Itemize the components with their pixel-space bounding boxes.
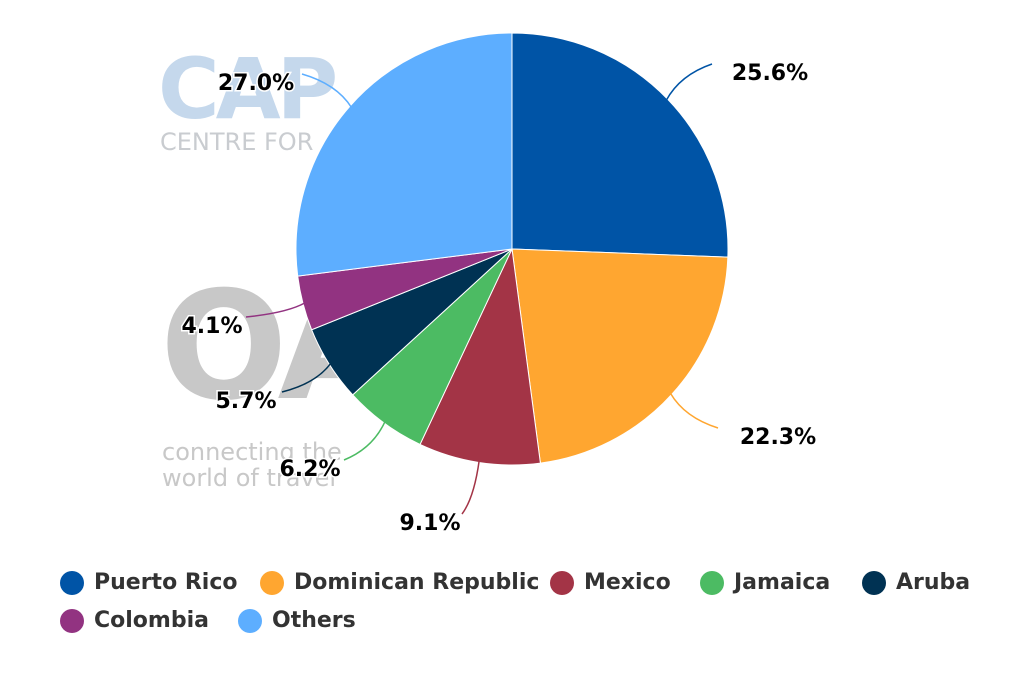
legend-label: Colombia [94, 608, 209, 633]
legend-label: Mexico [584, 570, 671, 595]
data-label-puerto-rico: 25.6% [732, 61, 808, 86]
legend-item-jamaica[interactable]: Jamaica [700, 570, 830, 595]
connector-line-colombia [245, 302, 306, 318]
legend-swatch [862, 570, 886, 595]
legend-item-colombia[interactable]: Colombia [60, 608, 209, 633]
legend-label: Aruba [896, 570, 971, 595]
capa-watermark-subtitle: CENTRE FOR [160, 128, 314, 156]
legend-item-puerto-rico[interactable]: Puerto Rico [60, 570, 237, 595]
oag-watermark-tagline-1: connecting the [162, 438, 342, 466]
pie-slice-puerto-rico[interactable] [511, 32, 729, 258]
legend-item-aruba[interactable]: Aruba [862, 570, 970, 595]
legend-label: Puerto Rico [94, 570, 238, 595]
oag-watermark-tagline-2: world of travel [162, 464, 337, 492]
legend-swatch [550, 570, 574, 595]
pie-slice-others[interactable] [295, 32, 513, 277]
legend-label: Dominican Republic [294, 570, 540, 595]
legend-swatch [700, 570, 724, 595]
legend-item-others[interactable]: Others [238, 608, 356, 633]
legend-swatch [60, 608, 84, 633]
legend-item-dominican-republic[interactable]: Dominican Republic [260, 570, 539, 595]
connector-line-puerto-rico [665, 63, 713, 101]
legend-label: Others [272, 608, 356, 633]
connector-line-others [301, 73, 353, 108]
data-label-aruba: 5.7% [215, 389, 276, 414]
data-label-mexico: 9.1% [399, 511, 460, 536]
data-label-others: 27.0% [218, 71, 294, 96]
data-label-dominican-republic: 22.3% [740, 425, 816, 450]
connector-line-mexico [461, 460, 480, 515]
pie-slice-dominican-republic[interactable] [511, 248, 729, 464]
legend-swatch [238, 608, 262, 633]
legend-item-mexico[interactable]: Mexico [550, 570, 671, 595]
connector-line-aruba [281, 362, 332, 393]
connector-line-jamaica [343, 421, 386, 461]
data-label-jamaica: 6.2% [279, 457, 340, 482]
legend-swatch [60, 570, 84, 595]
capa-watermark-logo: CAP [158, 40, 338, 138]
legend-label: Jamaica [734, 570, 831, 595]
connector-line-dominican-republic [669, 392, 719, 429]
data-label-colombia: 4.1% [181, 314, 242, 339]
legend-swatch [260, 570, 284, 595]
